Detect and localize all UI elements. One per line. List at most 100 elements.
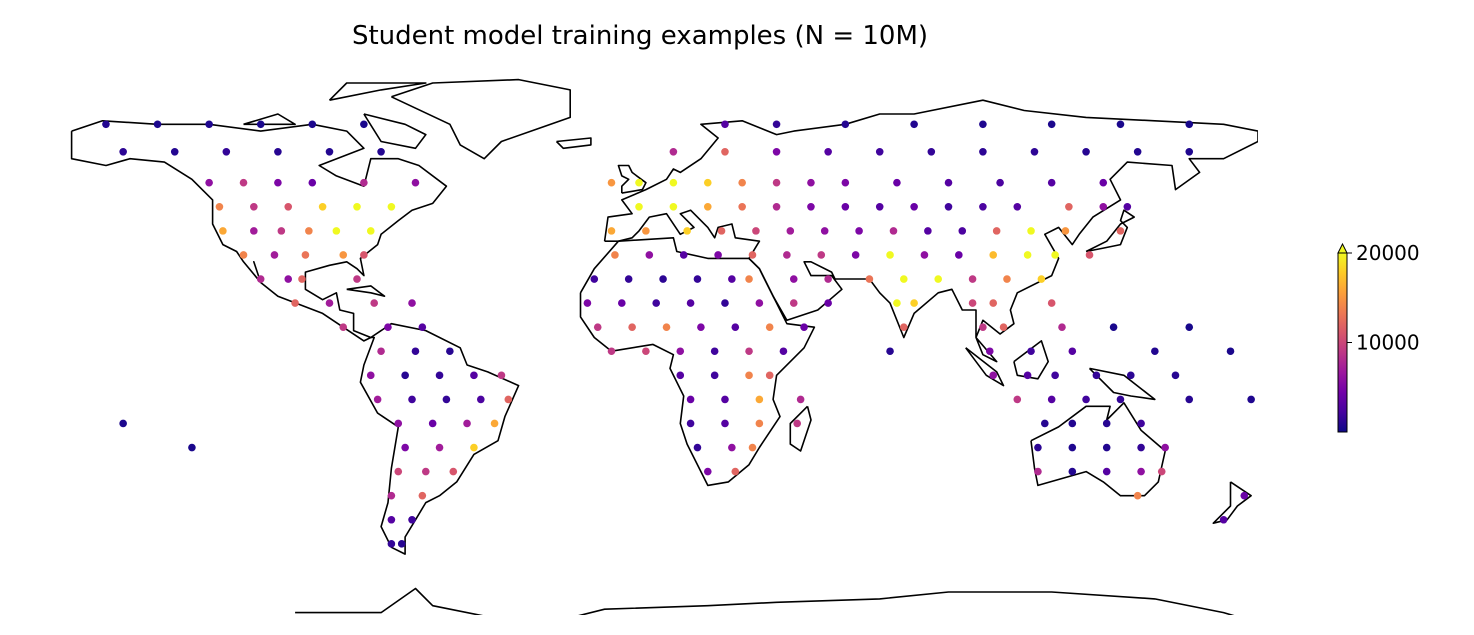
point <box>703 203 712 211</box>
point <box>1185 147 1194 156</box>
point <box>635 178 643 187</box>
point <box>748 443 757 452</box>
point <box>992 227 1001 235</box>
point <box>301 251 310 259</box>
point <box>274 147 282 156</box>
point <box>789 299 798 307</box>
point <box>284 275 293 283</box>
point <box>865 275 874 283</box>
point <box>1151 347 1159 356</box>
point <box>1068 467 1077 476</box>
point <box>1082 147 1090 156</box>
point <box>387 540 396 548</box>
point <box>274 178 282 187</box>
point <box>394 467 403 476</box>
point <box>397 540 406 548</box>
point <box>642 227 650 235</box>
point <box>1161 443 1169 452</box>
point <box>800 323 808 331</box>
point <box>1023 251 1032 259</box>
point <box>408 515 416 524</box>
point <box>999 323 1008 331</box>
point <box>411 178 420 187</box>
point <box>738 203 746 211</box>
point <box>325 147 334 156</box>
point <box>686 299 695 307</box>
point <box>1023 371 1032 380</box>
point <box>1116 120 1125 129</box>
point <box>824 275 832 283</box>
point <box>703 467 712 476</box>
point <box>728 275 736 283</box>
point <box>418 323 427 331</box>
point <box>855 227 863 235</box>
point <box>339 251 348 259</box>
point <box>1247 395 1255 404</box>
colorbar-body <box>1337 252 1348 433</box>
point <box>1013 395 1022 404</box>
point <box>256 275 265 283</box>
point <box>669 178 678 187</box>
coastline <box>295 587 1235 615</box>
point <box>1047 120 1056 129</box>
point <box>219 227 227 235</box>
point <box>721 299 729 307</box>
point <box>1034 467 1042 476</box>
point <box>1157 467 1166 476</box>
point <box>807 203 815 211</box>
point <box>377 147 385 156</box>
point <box>1051 251 1059 259</box>
point <box>635 203 643 211</box>
point <box>102 120 110 129</box>
point <box>703 178 712 187</box>
point <box>401 371 409 380</box>
point <box>1226 347 1235 356</box>
coastline <box>1085 209 1135 253</box>
point <box>693 443 702 452</box>
point <box>824 147 832 156</box>
point <box>1051 371 1059 380</box>
point <box>676 347 685 356</box>
point <box>755 299 764 307</box>
point <box>996 178 1004 187</box>
point <box>1047 178 1056 187</box>
point <box>676 371 685 380</box>
point <box>119 419 127 428</box>
point <box>697 323 705 331</box>
point <box>900 275 908 283</box>
coastline <box>1088 367 1156 401</box>
point <box>686 395 695 404</box>
point <box>387 491 396 500</box>
point <box>305 227 313 235</box>
point <box>277 227 286 235</box>
point <box>1099 203 1108 211</box>
point <box>1185 395 1194 404</box>
point <box>411 347 420 356</box>
point <box>1068 347 1077 356</box>
point <box>968 275 977 283</box>
point <box>360 120 368 129</box>
point <box>779 347 788 356</box>
point <box>373 395 382 404</box>
point <box>875 203 884 211</box>
point <box>339 323 348 331</box>
point <box>435 443 444 452</box>
point <box>968 299 977 307</box>
coastline <box>391 78 571 160</box>
point <box>989 299 998 307</box>
point <box>1030 147 1039 156</box>
point <box>728 443 736 452</box>
point <box>1058 323 1066 331</box>
point <box>979 323 987 331</box>
point <box>772 147 781 156</box>
point <box>710 347 719 356</box>
point <box>717 227 726 235</box>
point <box>1185 323 1194 331</box>
point <box>408 395 416 404</box>
point <box>1068 443 1077 452</box>
point <box>1041 419 1049 428</box>
point <box>920 251 929 259</box>
point <box>955 251 963 259</box>
point <box>308 178 317 187</box>
point <box>1027 227 1035 235</box>
